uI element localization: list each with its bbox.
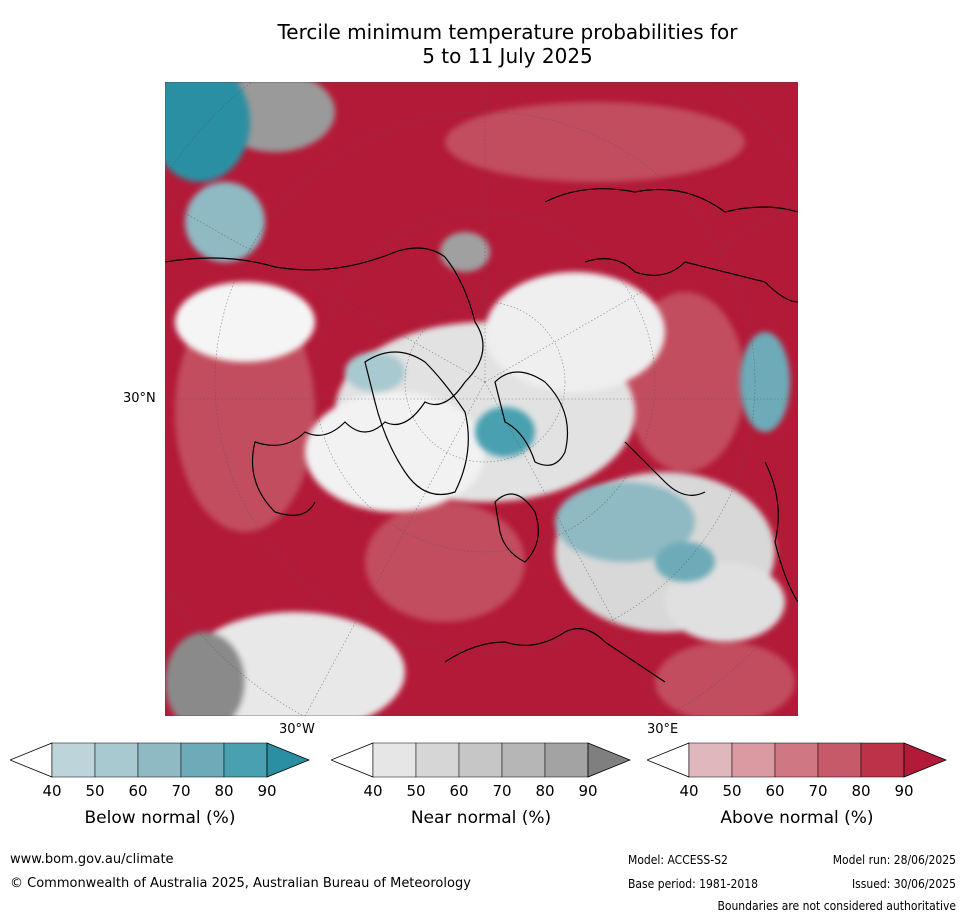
colorbar-tick: 90 — [578, 782, 598, 800]
colorbar-bin-40 — [688, 742, 733, 778]
below-normal-areas — [165, 82, 790, 582]
above-normal-colorbar — [647, 742, 947, 778]
colorbar-bin-70 — [180, 742, 225, 778]
colorbar-tick: 40 — [363, 782, 383, 800]
near-normal-label: Near normal (%) — [410, 808, 552, 828]
colorbar-bin-50 — [94, 742, 139, 778]
colorbar-bin-60 — [774, 742, 819, 778]
colorbar-tick: 80 — [851, 782, 871, 800]
colorbar-tick: 70 — [492, 782, 512, 800]
disclaimer-text: Boundaries are not considered authoritat… — [717, 899, 956, 913]
lon-label-30e: 30°E — [647, 722, 679, 737]
colorbar-extend-low — [10, 742, 53, 778]
colorbar-bin-80 — [544, 742, 589, 778]
lon-label-30w: 30°W — [279, 722, 315, 737]
base-period-text: Base period: 1981-2018 — [628, 877, 759, 891]
lat-label-30n: 30°N — [123, 391, 156, 406]
probability-map — [165, 82, 798, 716]
colorbar-tick: 40 — [42, 782, 62, 800]
colorbar-bin-70 — [817, 742, 862, 778]
colorbar-tick: 60 — [128, 782, 148, 800]
title-line-2: 5 to 11 July 2025 — [422, 44, 593, 68]
colorbar-bin-80 — [860, 742, 905, 778]
model-text: Model: ACCESS-S2 — [628, 853, 728, 867]
colorbar-bin-70 — [501, 742, 546, 778]
colorbar-tick: 80 — [214, 782, 234, 800]
above-normal-label: Above normal (%) — [720, 808, 874, 828]
near-normal-colorbar — [331, 742, 631, 778]
colorbar-tick: 70 — [808, 782, 828, 800]
colorbar-tick: 70 — [171, 782, 191, 800]
colorbar-bin-60 — [458, 742, 503, 778]
colorbar-tick: 60 — [449, 782, 469, 800]
colorbar-bin-40 — [372, 742, 417, 778]
colorbar-tick: 50 — [406, 782, 426, 800]
graticule — [165, 82, 798, 716]
colorbar-bin-40 — [51, 742, 96, 778]
colorbar-tick: 90 — [257, 782, 277, 800]
colorbar-tick: 90 — [894, 782, 914, 800]
colorbar-extend-high — [903, 742, 947, 778]
below-normal-label: Below normal (%) — [84, 808, 236, 828]
colorbar-tick: 80 — [535, 782, 555, 800]
colorbar-bin-50 — [415, 742, 460, 778]
colorbar-tick: 50 — [722, 782, 742, 800]
colorbar-tick: 50 — [85, 782, 105, 800]
colorbar-bin-50 — [731, 742, 776, 778]
website-link[interactable]: www.bom.gov.au/climate — [10, 852, 174, 867]
issued-text: Issued: 30/06/2025 — [851, 877, 956, 891]
below-normal-colorbar — [10, 742, 310, 778]
coastlines — [165, 188, 798, 683]
chart-title: Tercile minimum temperature probabilitie… — [0, 20, 965, 68]
colorbar-extend-high — [266, 742, 310, 778]
title-line-1: Tercile minimum temperature probabilitie… — [277, 20, 738, 44]
colorbar-tick: 40 — [679, 782, 699, 800]
colorbar-extend-low — [331, 742, 374, 778]
colorbar-tick: 60 — [765, 782, 785, 800]
colorbar-bin-80 — [223, 742, 268, 778]
copyright: © Commonwealth of Australia 2025, Austra… — [10, 876, 471, 891]
colorbar-bin-60 — [137, 742, 182, 778]
colorbar-extend-high — [587, 742, 631, 778]
model-run-text: Model run: 28/06/2025 — [832, 853, 956, 867]
colorbar-extend-low — [647, 742, 690, 778]
